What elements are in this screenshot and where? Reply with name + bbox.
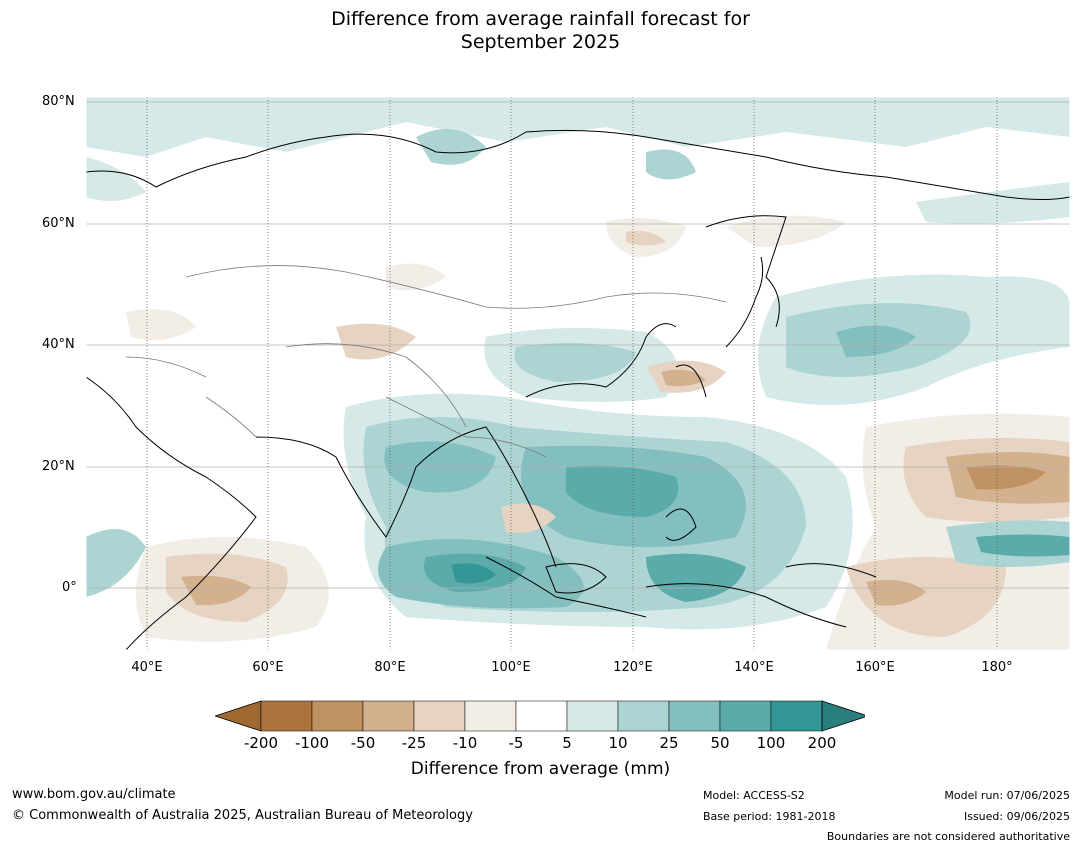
- chart-title: Difference from average rainfall forecas…: [0, 8, 1081, 54]
- footer-base-period: Base period: 1981-2018: [703, 810, 836, 823]
- colorbar-tick-label: -10: [452, 734, 478, 752]
- footer-model: Model: ACCESS-S2: [703, 789, 805, 802]
- colorbar-tick-label: -50: [350, 734, 376, 752]
- colorbar-segment: [464, 700, 517, 732]
- arctic-wet-region: [86, 97, 1070, 224]
- lon-label-100e: 100°E: [491, 660, 531, 675]
- indochina-dry: [501, 503, 556, 533]
- colorbar: [215, 700, 865, 732]
- rainfall-anomaly-map: [86, 97, 1070, 650]
- colorbar-arrow-low: [215, 700, 262, 732]
- colorbar-segment: [668, 700, 721, 732]
- east-africa-dry-region: [136, 537, 329, 642]
- colorbar-tick-label: -100: [294, 734, 330, 752]
- country-borders: [125, 265, 727, 458]
- colorbar-title: Difference from average (mm): [410, 759, 671, 779]
- colorbar-segment: [719, 700, 772, 732]
- colorbar-tick-label: 100: [756, 734, 786, 752]
- colorbar-tick-label: 10: [608, 734, 628, 752]
- footer-url[interactable]: www.bom.gov.au/climate: [12, 787, 176, 802]
- colorbar-tick-label: -25: [401, 734, 427, 752]
- colorbar-segment: [770, 700, 823, 732]
- lat-label-0: 0°: [62, 580, 77, 595]
- pacific-wet-region: [484, 274, 1070, 405]
- lon-label-40e: 40°E: [131, 660, 163, 675]
- colorbar-tick-label: -5: [508, 734, 524, 752]
- longitude-gridlines: [146, 97, 998, 650]
- lon-label-80e: 80°E: [374, 660, 406, 675]
- colorbar-arrow-high: [821, 700, 865, 732]
- latitude-gridlines: [86, 101, 1070, 589]
- colorbar-segment: [617, 700, 670, 732]
- lat-label-80n: 80°N: [42, 94, 75, 109]
- colorbar-tick-label: 50: [710, 734, 730, 752]
- africa-wet-west: [86, 529, 146, 597]
- colorbar-tick-label: -200: [243, 734, 279, 752]
- footer-model-run: Model run: 07/06/2025: [944, 789, 1070, 802]
- colorbar-segment: [260, 700, 313, 732]
- colorbar-segment: [515, 700, 568, 732]
- colorbar-segment: [362, 700, 415, 732]
- colorbar-segment: [566, 700, 619, 732]
- lon-label-140e: 140°E: [734, 660, 774, 675]
- title-line-1: Difference from average rainfall forecas…: [331, 8, 750, 30]
- colorbar-tick-label: 200: [807, 734, 837, 752]
- lat-label-40n: 40°N: [42, 337, 75, 352]
- lat-label-60n: 60°N: [42, 216, 75, 231]
- footer-disclaimer: Boundaries are not considered authoritat…: [826, 830, 1070, 843]
- colorbar-segment: [311, 700, 364, 732]
- title-line-2: September 2025: [460, 31, 621, 53]
- lon-label-160e: 160°E: [855, 660, 895, 675]
- lon-label-120e: 120°E: [613, 660, 653, 675]
- central-asia-dry-region: [126, 215, 846, 360]
- lon-label-60e: 60°E: [252, 660, 284, 675]
- colorbar-segment: [413, 700, 466, 732]
- footer-copyright: © Commonwealth of Australia 2025, Austra…: [12, 808, 473, 823]
- lon-label-180: 180°: [981, 660, 1013, 675]
- colorbar-tick-label: 25: [659, 734, 679, 752]
- footer-issued: Issued: 09/06/2025: [963, 810, 1070, 823]
- coastlines: [86, 129, 1070, 650]
- colorbar-tick-label: 5: [562, 734, 572, 752]
- tropical-wet-region: [343, 393, 853, 630]
- lat-label-20n: 20°N: [42, 459, 75, 474]
